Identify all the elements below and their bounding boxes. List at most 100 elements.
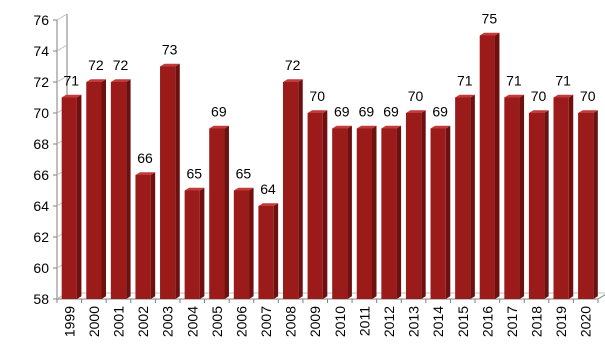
x-tick-label-2019: 2019 — [553, 306, 569, 337]
data-label-2003: 73 — [162, 42, 178, 58]
data-label-2006: 65 — [236, 166, 252, 182]
data-label-2020: 70 — [580, 88, 596, 104]
data-label-2008: 72 — [285, 57, 301, 73]
x-tick-label-2014: 2014 — [430, 306, 446, 337]
bar-top-2018 — [528, 110, 549, 113]
data-label-2012: 69 — [383, 104, 399, 120]
bar-top-1999 — [61, 94, 82, 98]
bar-top-2020 — [578, 110, 598, 113]
bar-side-2017 — [519, 94, 525, 299]
y-tick-depth-line — [56, 44, 68, 52]
x-tick-label-2001: 2001 — [110, 306, 126, 337]
y-tick-label: 62 — [33, 229, 49, 245]
y-axis-ticks: 58 60 62 64 66 68 70 72 74 76 — [33, 12, 68, 307]
bar-top-2010 — [332, 125, 352, 129]
bar-2004 — [184, 190, 200, 299]
bar-top-2013 — [405, 110, 426, 113]
bar-top-2009 — [307, 110, 328, 113]
x-tick-label-2015: 2015 — [455, 306, 471, 337]
data-labels-group: 71 72 72 66 73 65 69 65 64 72 70 69 69 69 70 69 71 75 71 70… — [64, 11, 596, 198]
bar-side-2013 — [421, 110, 426, 299]
data-label-2009: 70 — [309, 88, 325, 104]
bar-top-2011 — [356, 125, 377, 129]
bar-top-2005 — [209, 125, 229, 129]
bar-top-2014 — [430, 125, 451, 129]
bar-side-2018 — [544, 110, 549, 299]
data-label-2016: 75 — [482, 11, 498, 27]
data-label-2001: 72 — [113, 57, 129, 73]
x-tick-label-2000: 2000 — [86, 306, 102, 337]
x-axis-ticks: 1999 2000 2001 2002 2003 2004 2005 2006 2007 2008… — [56, 299, 599, 337]
bar-side-2006 — [249, 187, 254, 299]
bar-2014 — [430, 128, 446, 299]
bar-top-2006 — [233, 187, 254, 191]
data-label-2005: 69 — [211, 104, 227, 120]
bar-top-2008 — [282, 79, 303, 82]
x-tick-label-2003: 2003 — [160, 306, 176, 337]
bar-2016 — [479, 35, 495, 299]
x-tick-label-2018: 2018 — [529, 306, 545, 337]
bar-2017 — [504, 97, 520, 299]
data-label-2013: 70 — [408, 88, 424, 104]
bar-side-2007 — [273, 203, 279, 299]
bar-side-2003 — [175, 63, 180, 299]
bar-2012 — [381, 128, 397, 299]
x-tick-label-2009: 2009 — [307, 306, 323, 337]
bar-side-2008 — [298, 79, 303, 299]
bar-2001 — [110, 82, 127, 299]
bar-top-2000 — [86, 79, 107, 82]
bar-side-2014 — [445, 125, 451, 299]
data-label-2018: 70 — [531, 88, 547, 104]
bar-side-2005 — [224, 125, 229, 299]
bar-side-2012 — [396, 125, 402, 299]
x-tick-label-2011: 2011 — [356, 306, 372, 336]
data-label-2011: 69 — [359, 104, 375, 120]
y-tick-label: 66 — [33, 167, 49, 183]
y-tick-depth-line — [56, 75, 68, 83]
bar-2009 — [307, 113, 323, 299]
bar-side-2002 — [150, 172, 156, 299]
data-label-2007: 64 — [260, 181, 276, 197]
bar-2000 — [86, 82, 102, 299]
bar-side-2004 — [199, 187, 205, 299]
bar-top-2016 — [479, 32, 500, 36]
y-tick-depth-line — [56, 13, 68, 21]
bar-2005 — [209, 128, 225, 299]
bar-side-2020 — [593, 110, 598, 299]
x-tick-label-2007: 2007 — [258, 306, 274, 337]
bar-top-2012 — [381, 125, 402, 129]
y-tick-label: 76 — [33, 12, 49, 28]
x-tick-label-2017: 2017 — [504, 306, 520, 337]
bar-2010 — [332, 128, 348, 299]
bar-2018 — [528, 113, 545, 299]
bar-side-1999 — [76, 94, 82, 299]
x-tick-label-1999: 1999 — [61, 306, 77, 337]
y-tick-label: 60 — [33, 260, 49, 276]
floor-right-edge — [597, 294, 605, 300]
data-label-2010: 69 — [334, 104, 350, 120]
bars-group — [61, 32, 598, 300]
y-tick-label: 64 — [33, 198, 49, 214]
bar-top-2007 — [258, 203, 279, 206]
bar-side-2016 — [494, 32, 500, 300]
x-tick-label-2020: 2020 — [578, 306, 594, 337]
bar-side-2010 — [347, 125, 352, 299]
x-tick-label-2005: 2005 — [209, 306, 225, 337]
x-tick-label-2012: 2012 — [381, 306, 397, 337]
bar-2006 — [233, 190, 250, 299]
data-label-2015: 71 — [457, 73, 473, 89]
bar-top-2019 — [553, 94, 574, 98]
data-label-2014: 69 — [432, 104, 448, 120]
data-label-2002: 66 — [137, 150, 153, 166]
data-label-2017: 71 — [506, 73, 522, 89]
x-tick-label-2004: 2004 — [184, 306, 200, 337]
bar-top-2004 — [184, 187, 205, 191]
data-label-1999: 71 — [64, 73, 80, 89]
data-label-2019: 71 — [555, 73, 571, 89]
y-tick-label: 58 — [33, 291, 49, 307]
bar-side-2009 — [322, 110, 328, 299]
bar-top-2002 — [135, 172, 156, 175]
bar-top-2001 — [110, 79, 131, 82]
data-label-2004: 65 — [186, 166, 202, 182]
